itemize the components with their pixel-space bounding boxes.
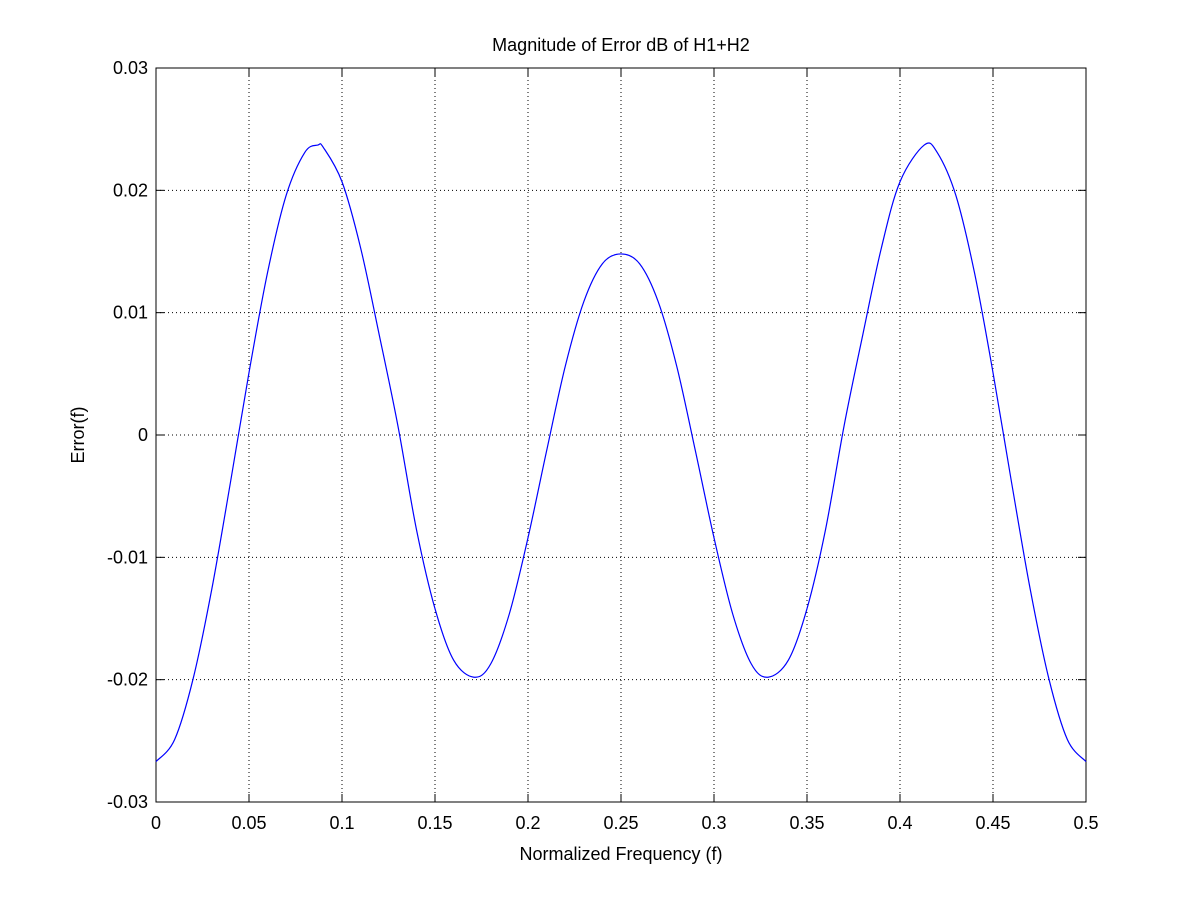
y-axis-label: Error(f) — [68, 407, 88, 464]
y-axis-tick-labels: -0.03 -0.02 -0.01 0 0.01 0.02 0.03 — [107, 58, 148, 812]
x-tick-label: 0 — [151, 813, 161, 833]
x-tick-label: 0.25 — [603, 813, 638, 833]
y-tick-label: 0 — [138, 425, 148, 445]
x-tick-label: 0.1 — [329, 813, 354, 833]
x-tick-label: 0.15 — [417, 813, 452, 833]
y-tick-label: 0.03 — [113, 58, 148, 78]
y-tick-label: -0.02 — [107, 670, 148, 690]
x-axis-tick-labels: 0 0.05 0.1 0.15 0.2 0.25 0.3 0.35 0.4 0.45 0.5 — [151, 813, 1099, 833]
x-tick-label: 0.4 — [887, 813, 912, 833]
series-line-error — [155, 142, 1087, 763]
y-tick-label: 0.01 — [113, 303, 148, 323]
x-tick-label: 0.45 — [975, 813, 1010, 833]
x-axis-label: Normalized Frequency (f) — [519, 844, 722, 864]
y-tick-label: -0.01 — [107, 547, 148, 567]
x-tick-label: 0.2 — [515, 813, 540, 833]
grid-lines — [156, 68, 1086, 802]
y-tick-label: 0.02 — [113, 180, 148, 200]
x-tick-label: 0.05 — [231, 813, 266, 833]
x-tick-label: 0.5 — [1073, 813, 1098, 833]
x-tick-label: 0.35 — [789, 813, 824, 833]
y-tick-label: -0.03 — [107, 792, 148, 812]
x-tick-label: 0.3 — [701, 813, 726, 833]
chart-title: Magnitude of Error dB of H1+H2 — [492, 35, 750, 55]
tick-marks — [155, 67, 1087, 803]
